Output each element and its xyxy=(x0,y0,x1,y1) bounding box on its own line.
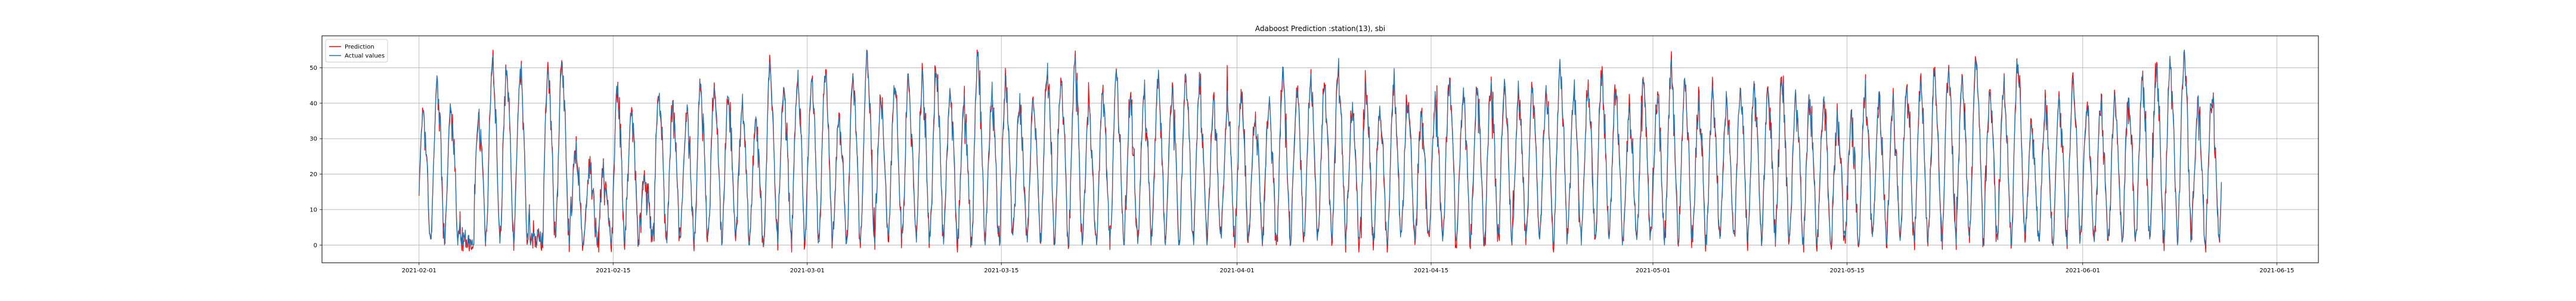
x-tick-label: 2021-03-15 xyxy=(984,268,1018,274)
y-tick-label: 0 xyxy=(314,242,317,249)
legend-label-prediction: Prediction xyxy=(345,44,374,51)
x-tick-label: 2021-03-01 xyxy=(790,268,825,274)
grid xyxy=(322,36,2318,263)
chart-title: Adaboost Prediction :station(13), sbi xyxy=(1255,24,1385,33)
y-tick-label: 50 xyxy=(309,65,317,72)
x-tick-label: 2021-04-01 xyxy=(1219,268,1254,274)
x-tick-label: 2021-05-01 xyxy=(1636,268,1670,274)
x-tick-label: 2021-06-15 xyxy=(2259,268,2294,274)
plot-frame xyxy=(321,35,2319,263)
legend-label-actual: Actual values xyxy=(345,53,385,60)
y-tick-label: 30 xyxy=(309,136,317,143)
y-tick-label: 20 xyxy=(309,171,317,178)
x-tick-label: 2021-02-01 xyxy=(402,268,436,274)
y-tick-label: 40 xyxy=(309,100,317,107)
x-tick-label: 2021-04-15 xyxy=(1414,268,1448,274)
legend-box xyxy=(325,39,388,63)
series-layer xyxy=(419,50,2222,253)
axis-ticks: 2021-02-01 2021-02-15 2021-03-01 2021-03-15… xyxy=(309,65,2294,274)
series-line-actual xyxy=(419,50,2222,245)
x-tick-label: 2021-02-15 xyxy=(596,268,630,274)
x-tick-label: 2021-06-01 xyxy=(2066,268,2100,274)
x-tick-label: 2021-05-15 xyxy=(1829,268,1864,274)
legend: Prediction Actual values xyxy=(325,39,388,63)
y-tick-label: 10 xyxy=(309,207,317,213)
